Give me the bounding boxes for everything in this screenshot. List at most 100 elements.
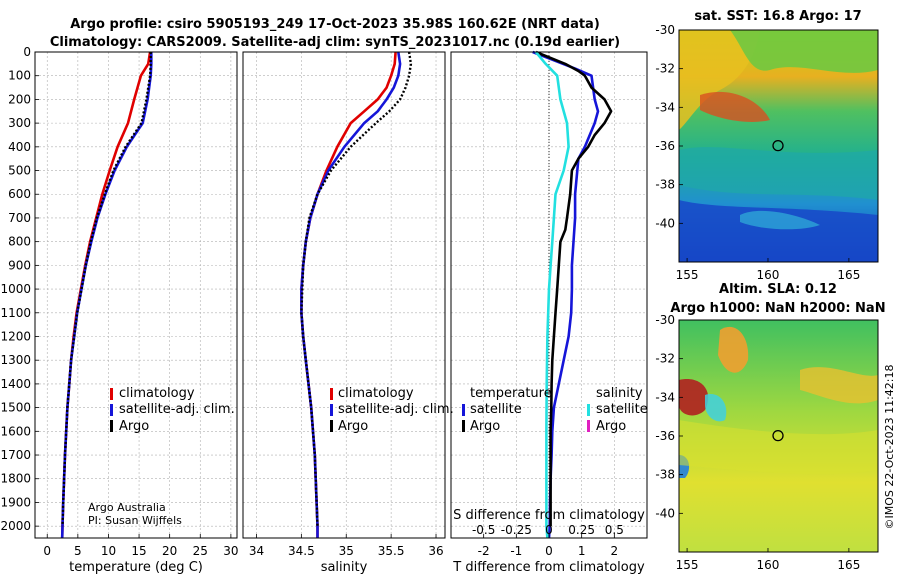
sst-map-title: sat. SST: 16.8 Argo: 17 bbox=[694, 9, 861, 24]
legend-swatch-temp-argo bbox=[462, 420, 465, 432]
salinity-grid bbox=[243, 51, 445, 538]
map-y-tick-label: -40 bbox=[655, 216, 675, 230]
y-tick-label: 800 bbox=[8, 235, 31, 249]
temperature-legend: climatology satellite-adj. clim. Argo bbox=[110, 386, 235, 434]
legend-swatch-temp-satellite bbox=[462, 404, 465, 416]
map-y-tick-label: -34 bbox=[655, 100, 675, 114]
y-tick-label: 600 bbox=[8, 187, 31, 201]
credit-line2: PI: Susan Wijffels bbox=[88, 514, 182, 527]
x-tick-label: 34 bbox=[249, 544, 264, 558]
map-x-tick-label: 160 bbox=[757, 558, 780, 572]
legend-label-sal-argo: Argo bbox=[596, 419, 626, 434]
legend-swatch-argo bbox=[330, 420, 333, 432]
legend-label-sal-satellite: satellite bbox=[596, 402, 648, 417]
sst-argo-location-marker bbox=[772, 139, 784, 152]
difference-xticks: -2 -1 0 1 2 bbox=[478, 534, 618, 558]
x-tick-label-salinity: 0.5 bbox=[605, 523, 624, 537]
legend-swatch-climatology bbox=[110, 388, 113, 400]
x-tick-label-salinity: 0.25 bbox=[568, 523, 595, 537]
sla-heatmap bbox=[679, 320, 878, 552]
sst-yticks: -30 -32 -34 -36 -38 -40 bbox=[655, 23, 683, 230]
sst-map: sat. SST: 16.8 Argo: 17 155 160 165 -30 -32… bbox=[655, 9, 879, 282]
map-y-tick-label: -36 bbox=[655, 429, 675, 443]
series-line-argo bbox=[300, 51, 413, 527]
y-tick-label: 1500 bbox=[0, 401, 31, 415]
sla-map: Altim. SLA: 0.12 Argo h1000: NaN h2000: … bbox=[655, 282, 885, 572]
y-tick-label: 1600 bbox=[0, 424, 31, 438]
sla-argo-location-marker bbox=[772, 429, 784, 442]
x-tick-label: 30 bbox=[223, 544, 238, 558]
legend-label-climatology: climatology bbox=[338, 386, 414, 401]
map-y-tick-label: -32 bbox=[655, 352, 675, 366]
y-tick-label: 1200 bbox=[0, 329, 31, 343]
legend-swatch-sal-argo bbox=[587, 420, 590, 432]
map-x-tick-label: 165 bbox=[837, 268, 860, 282]
temperature-axes-frame bbox=[34, 51, 238, 539]
y-tick-label: 1300 bbox=[0, 353, 31, 367]
difference-xlabel-temperature: T difference from climatology bbox=[452, 560, 645, 575]
temperature-series bbox=[60, 51, 153, 539]
sla-map-title-line2: Argo h1000: NaN h2000: NaN bbox=[670, 301, 885, 316]
series-line-temperature-satellite bbox=[532, 50, 600, 539]
legend-swatch-satellite bbox=[330, 404, 333, 416]
legend-swatch-argo bbox=[110, 420, 113, 432]
sla-yticks: -30 -32 -34 -36 -38 -40 bbox=[655, 313, 683, 520]
salinity-xticks: 34 34.5 35 35.5 36 bbox=[249, 534, 444, 558]
x-tick-label: 36 bbox=[428, 544, 443, 558]
difference-series bbox=[532, 50, 613, 539]
series-line-argo bbox=[61, 52, 152, 527]
temperature-xticks: 0 5 10 15 20 25 30 bbox=[43, 534, 239, 558]
sst-xticks: 155 160 165 bbox=[676, 258, 860, 282]
x-tick-label: 2 bbox=[611, 544, 619, 558]
y-tick-label: 1100 bbox=[0, 306, 31, 320]
credit-line1: Argo Australia bbox=[88, 501, 166, 514]
temperature-grid bbox=[35, 51, 237, 538]
y-tick-label: 1700 bbox=[0, 448, 31, 462]
x-tick-label: 0 bbox=[545, 544, 553, 558]
legend-label-climatology: climatology bbox=[119, 386, 195, 401]
difference-legend: temperature salinity satellite Argo sate… bbox=[462, 386, 648, 434]
temperature-yticks: 0 100 200 300 400 500 600 700 800 900 1000 1100 1200… bbox=[0, 45, 39, 533]
x-tick-label: 5 bbox=[74, 544, 82, 558]
map-x-tick-label: 160 bbox=[757, 268, 780, 282]
series-line-salinity-satellite bbox=[534, 51, 570, 539]
header-title-line1: Argo profile: csiro 5905193_249 17-Oct-2… bbox=[70, 17, 600, 32]
y-tick-label: 900 bbox=[8, 258, 31, 272]
y-tick-label: 2000 bbox=[0, 519, 31, 533]
map-y-tick-label: -38 bbox=[655, 468, 675, 482]
y-tick-label: 1800 bbox=[0, 472, 31, 486]
x-tick-label: 0 bbox=[43, 544, 51, 558]
x-tick-label: 15 bbox=[131, 544, 146, 558]
legend-label-argo: Argo bbox=[119, 419, 149, 434]
y-tick-label: 400 bbox=[8, 140, 31, 154]
x-tick-label: -2 bbox=[478, 544, 490, 558]
difference-xlabel-salinity: S difference from climatology bbox=[453, 508, 645, 523]
y-tick-label: 500 bbox=[8, 164, 31, 178]
x-tick-label: 1 bbox=[578, 544, 586, 558]
x-tick-label: -1 bbox=[510, 544, 522, 558]
salinity-axes-frame bbox=[242, 51, 446, 539]
y-tick-label: 200 bbox=[8, 92, 31, 106]
salinity-panel: 34 34.5 35 35.5 36 salinity climatology sate… bbox=[242, 51, 454, 575]
map-x-tick-label: 155 bbox=[676, 558, 699, 572]
map-y-tick-label: -40 bbox=[655, 506, 675, 520]
y-tick-label: 1400 bbox=[0, 377, 31, 391]
sla-map-title-line1: Altim. SLA: 0.12 bbox=[719, 282, 837, 297]
salinity-series bbox=[300, 51, 413, 538]
x-tick-label-salinity: -0.5 bbox=[472, 523, 495, 537]
legend-swatch-sal-satellite bbox=[587, 404, 590, 416]
imos-timestamp: ©IMOS 22-Oct-2023 11:42:18 bbox=[883, 364, 896, 529]
map-y-tick-label: -30 bbox=[655, 313, 675, 327]
salinity-legend: climatology satellite-adj. clim. Argo bbox=[330, 386, 454, 434]
sst-heatmap bbox=[679, 30, 878, 262]
map-y-tick-label: -30 bbox=[655, 23, 675, 37]
y-tick-label: 300 bbox=[8, 116, 31, 130]
series-line-satellite-adj-clim- bbox=[60, 52, 153, 539]
y-tick-label: 1000 bbox=[0, 282, 31, 296]
header-title-line2: Climatology: CARS2009. Satellite-adj cli… bbox=[50, 35, 620, 50]
legend-label-argo: Argo bbox=[338, 419, 368, 434]
temperature-panel: 0 5 10 15 20 25 30 0 100 200 300 400 500 600 700 800 90… bbox=[0, 45, 238, 575]
sla-xticks: 155 160 165 bbox=[676, 548, 860, 572]
map-y-tick-label: -38 bbox=[655, 178, 675, 192]
